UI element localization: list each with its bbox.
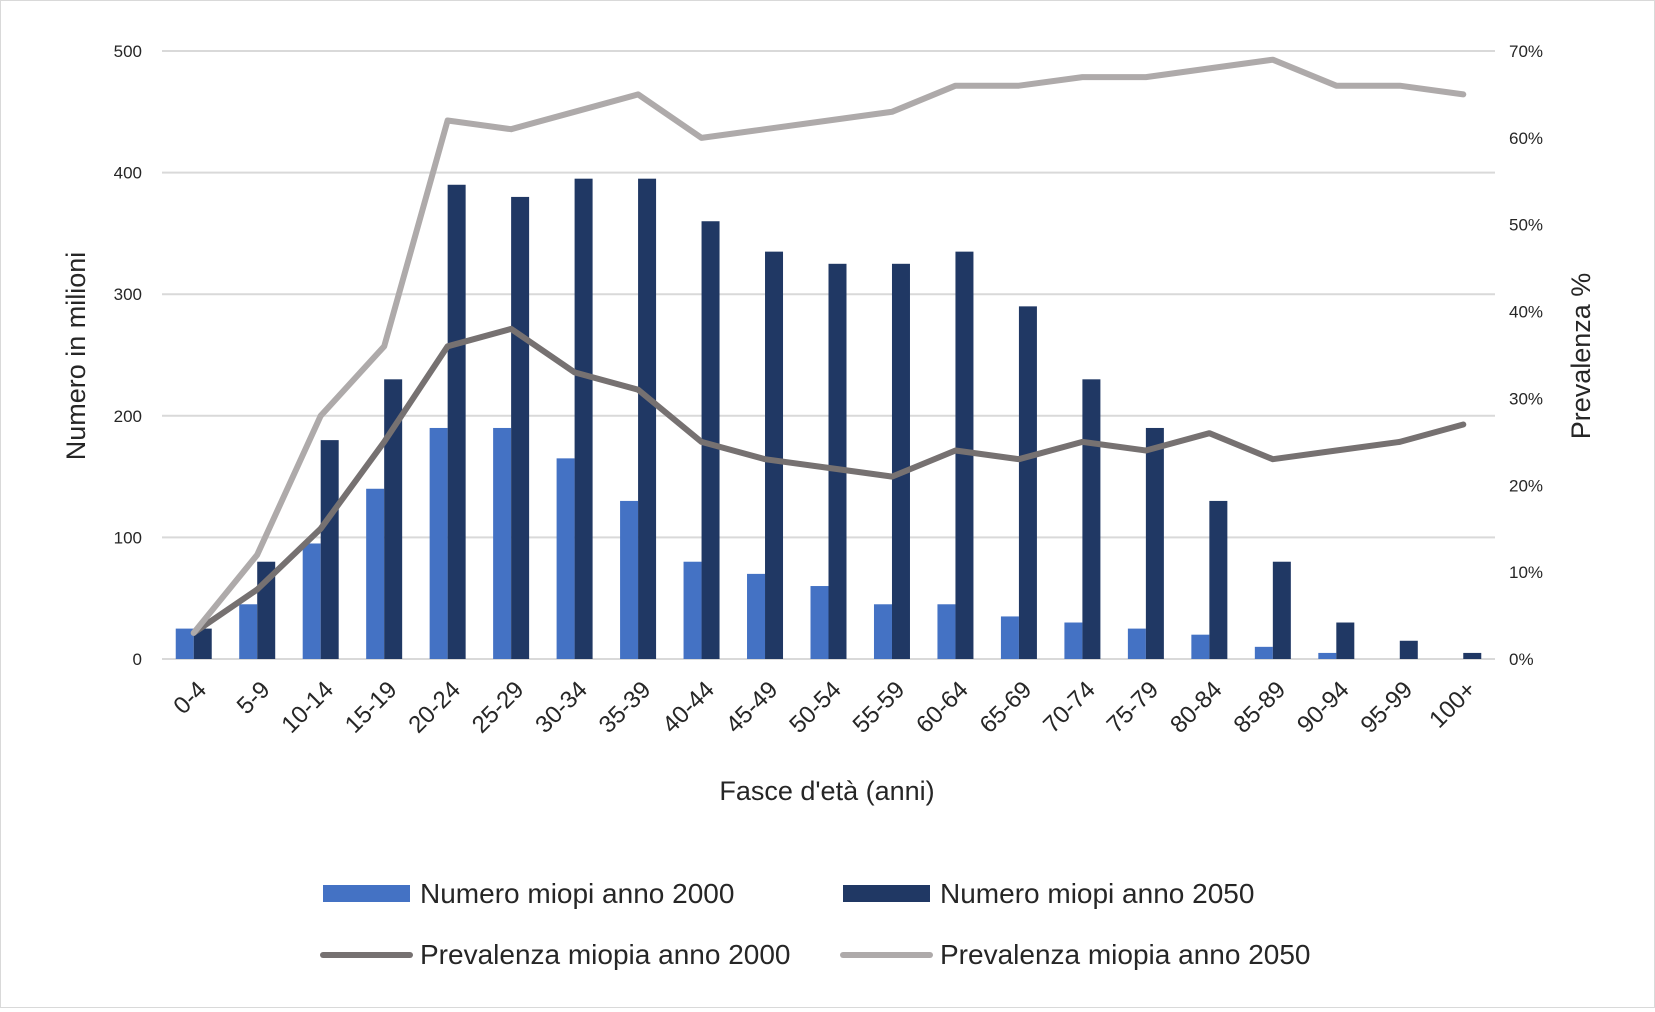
x-tick-label: 40-44 [657, 676, 720, 739]
bar-2000 [747, 573, 766, 659]
bar-2000 [683, 561, 702, 659]
bar-2000 [1318, 652, 1337, 659]
bar-2050 [384, 379, 403, 659]
bar-2050 [1272, 561, 1291, 659]
x-tick-label: 0-4 [168, 676, 212, 720]
x-axis-title: Fasce d'età (anni) [719, 776, 934, 806]
y2-tick-label: 20% [1509, 476, 1543, 495]
y2-tick-label: 60% [1509, 129, 1543, 148]
bar-2000 [810, 586, 829, 659]
bar-2000 [175, 628, 194, 659]
bar-2050 [1018, 306, 1037, 659]
y-tick-label: 400 [114, 164, 142, 183]
y-tick-label: 500 [114, 42, 142, 61]
bar-2050 [1209, 500, 1228, 659]
bar-2050 [1082, 379, 1101, 659]
x-tick-label: 35-39 [594, 676, 657, 739]
bar-2050 [447, 184, 466, 659]
legend-label-line-2050: Prevalenza miopia anno 2050 [940, 939, 1310, 970]
x-tick-label: 85-89 [1229, 676, 1292, 739]
bar-2050 [765, 251, 784, 659]
x-tick-label: 10-14 [276, 676, 339, 739]
bars-layer [175, 178, 1482, 660]
legend-label-bar-2000: Numero miopi anno 2000 [420, 878, 734, 909]
bar-2000 [1000, 616, 1019, 659]
line-2050 [190, 56, 1467, 636]
bar-2050 [574, 178, 593, 659]
bar-2050 [701, 221, 720, 660]
x-tick-label: 55-59 [848, 676, 911, 739]
bar-2000 [937, 604, 956, 659]
line-2000 [190, 325, 1467, 636]
bar-2000 [239, 604, 258, 659]
legend-label-bar-2050: Numero miopi anno 2050 [940, 878, 1254, 909]
bar-2000 [1064, 622, 1083, 659]
lines-layer [190, 56, 1467, 636]
bar-2050 [1336, 622, 1355, 659]
y-axis-title: Numero in milioni [61, 252, 91, 461]
bar-2000 [429, 427, 448, 659]
x-tick-label: 45-49 [721, 676, 784, 739]
bar-2050 [1145, 427, 1164, 659]
x-tick-label: 70-74 [1038, 676, 1101, 739]
legend-label-line-2000: Prevalenza miopia anno 2000 [420, 939, 790, 970]
legend-swatch-bar-2050 [843, 885, 930, 902]
x-tick-label: 80-84 [1165, 676, 1228, 739]
bar-2000 [873, 604, 892, 659]
y-tick-label: 200 [114, 407, 142, 426]
x-tick-label: 65-69 [975, 676, 1038, 739]
bar-2050 [638, 178, 657, 659]
x-tick-label: 50-54 [784, 676, 847, 739]
x-tick-label: 5-9 [232, 676, 276, 720]
bar-2000 [1254, 646, 1273, 659]
legend-swatch-bar-2000 [323, 885, 410, 902]
bar-2050 [891, 263, 910, 659]
x-tick-label: 90-94 [1292, 676, 1355, 739]
bar-2050 [828, 263, 847, 659]
x-tick-label: 75-79 [1102, 676, 1165, 739]
y2-tick-label: 30% [1509, 389, 1543, 408]
y2-tick-label: 10% [1509, 563, 1543, 582]
bar-2050 [1399, 640, 1418, 659]
x-tick-label: 25-29 [467, 676, 530, 739]
bar-2000 [620, 500, 639, 659]
y-tick-label: 0 [133, 650, 142, 669]
bar-2000 [366, 488, 385, 659]
y-tick-label: 100 [114, 528, 142, 547]
bar-2000 [1127, 628, 1146, 659]
y2-axis-title: Prevalenza % [1566, 273, 1596, 440]
bar-2000 [1191, 634, 1210, 659]
bar-2000 [493, 427, 512, 659]
bar-2050 [1463, 652, 1482, 659]
bar-2050 [193, 628, 212, 659]
x-tick-label: 95-99 [1356, 676, 1419, 739]
bar-2000 [302, 543, 321, 659]
y-tick-label: 300 [114, 285, 142, 304]
x-tick-label: 20-24 [403, 676, 466, 739]
y2-tick-label: 70% [1509, 42, 1543, 61]
x-tick-label: 100+ [1424, 676, 1481, 733]
y2-tick-label: 0% [1509, 650, 1534, 669]
y2-tick-label: 50% [1509, 216, 1543, 235]
bar-2050 [511, 196, 530, 660]
x-tick-label: 60-64 [911, 676, 974, 739]
legend: Numero miopi anno 2000 Numero miopi anno… [320, 878, 1310, 970]
bar-2000 [556, 458, 575, 659]
x-tick-label: 15-19 [340, 676, 403, 739]
bar-2050 [320, 440, 339, 659]
y2-tick-label: 40% [1509, 303, 1543, 322]
x-tick-label: 30-34 [530, 676, 593, 739]
bar-2050 [955, 251, 974, 659]
